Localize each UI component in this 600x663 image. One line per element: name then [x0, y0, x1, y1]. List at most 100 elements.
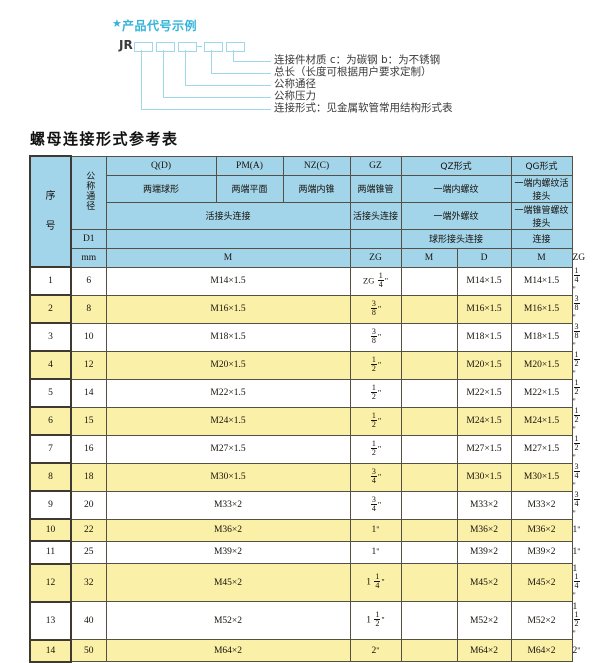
table-row: 11 25 M39×2 1" M39×2 M39×2 1"	[29, 540, 581, 565]
cell-dn: 20	[70, 490, 107, 520]
cell-seq: 4	[29, 350, 72, 380]
cell-m-qd-pm-nz: M22×1.5	[105, 378, 351, 408]
cell-seq: 8	[29, 462, 72, 492]
cell-gz-zg: 2"	[349, 639, 402, 663]
cell-seq: 2	[29, 294, 72, 324]
star-icon: ★	[112, 18, 122, 30]
header-sub-m-qz: M	[400, 247, 458, 268]
leader-v-1	[141, 50, 142, 110]
cell-seq: 9	[29, 490, 72, 520]
leader-h-1	[141, 109, 271, 110]
header-group-qd: Q(D)	[105, 155, 217, 176]
table-row: 6 15 M24×1.5 1 2 " M24×1.5 M24×1.5 1 2 "	[29, 406, 580, 436]
product-code-legend: ★ 产品代号示例 JR 连接件材质 c：为碳钢 b：为不锈钢 总长（长度可根据用…	[0, 0, 600, 128]
header-sub-d-qz: D	[456, 247, 512, 268]
cell-qz-d: M45×2	[456, 563, 512, 603]
header-qg-connect: 连接	[510, 228, 573, 249]
cell-qz-d: M39×2	[456, 540, 512, 565]
cell-qg-m: M27×1.5	[510, 434, 573, 464]
cell-m-qd-pm-nz: M52×2	[105, 601, 351, 641]
cell-seq: 14	[29, 638, 72, 663]
code-prefix: JR	[119, 38, 133, 52]
table-row: 10 22 M36×2 1" M36×2 M36×2 1"	[29, 517, 581, 543]
header-group-gz: GZ	[349, 155, 402, 176]
cell-qg-m: M18×1.5	[510, 322, 573, 352]
cell-dn: 8	[70, 294, 107, 324]
cell-dn: 6	[70, 266, 107, 296]
header-qg-thread: 一端锥管螺纹接头	[510, 201, 573, 230]
cell-m-qd-pm-nz: M33×2	[105, 490, 351, 520]
cell-qz-m	[400, 378, 458, 408]
header-seq: 序号	[29, 155, 72, 268]
leader-h-3	[185, 85, 271, 86]
cell-gz-zg: 1 1 4 "	[349, 563, 402, 603]
cell-m-qd-pm-nz: M14×1.5	[105, 266, 351, 296]
leader-v-3	[185, 50, 186, 86]
cell-qz-d: M64×2	[456, 639, 512, 663]
cell-dn: 14	[70, 378, 107, 408]
nut-connection-table: 序号 公称通径 Q(D) PM(A) NZ(C) GZ QZ形式 QG形式 两端…	[29, 155, 585, 663]
cell-m-qd-pm-nz: M20×1.5	[105, 350, 351, 380]
cell-gz-zg: 1"	[349, 518, 402, 542]
legend-annotation-4: 公称压力	[274, 90, 316, 102]
cell-dn: 25	[70, 540, 107, 565]
cell-gz-zg: 3 4 "	[349, 490, 402, 520]
cell-seq: 7	[29, 434, 72, 464]
leader-h-5	[233, 61, 271, 62]
table-row: 13 40 M52×2 1 1 2 " M52×2 M52×2 1 1 2 "	[29, 600, 580, 641]
legend-annotation-1: 连接件材质 c：为碳钢 b：为不锈钢	[274, 54, 441, 66]
cell-m-qd-pm-nz: M36×2	[105, 518, 351, 542]
header-group-qz: QZ形式	[400, 155, 512, 176]
cell-dn: 32	[70, 563, 107, 603]
header-dn-label: 公称通径	[84, 171, 95, 211]
cell-dn: 22	[70, 518, 107, 542]
header-nzc-desc: 两端内锥	[282, 174, 351, 203]
cell-gz-zg: 1 2 "	[349, 378, 402, 408]
cell-dn: 16	[70, 434, 107, 464]
cell-qz-m	[400, 266, 458, 296]
cell-qz-m	[400, 434, 458, 464]
leader-v-4	[211, 50, 212, 74]
cell-gz-zg: 1 2 "	[349, 350, 402, 380]
header-row-1: 序号 公称通径 Q(D) PM(A) NZ(C) GZ QZ形式 QG形式	[29, 155, 573, 268]
header-sub-zg-gz: ZG	[349, 247, 402, 268]
cell-qg-m: M22×1.5	[510, 378, 573, 408]
legend-annotation-2: 总长（长度可根据用户要求定制）	[274, 66, 432, 78]
header-row-3: 活接头连接 活接头连接 一端外螺纹 一端锥管螺纹接头	[30, 201, 573, 230]
cell-qg-m: M30×1.5	[510, 462, 573, 492]
table-row: 9 20 M33×2 3 4 " M33×2 M33×2 3 4 "	[29, 490, 580, 520]
code-box-5	[226, 42, 245, 52]
table-row: 3 10 M18×1.5 3 8 " M18×1.5 M18×1.5 3 8 "	[29, 322, 580, 352]
header-qz-desc: 一端内螺纹	[400, 174, 512, 203]
header-group-nzc: NZ(C)	[282, 155, 351, 176]
cell-gz-zg: 3 4 "	[349, 462, 402, 492]
legend-annotation-3: 公称通径	[274, 78, 316, 90]
legend-annotation-5: 连接形式：见金属软管常用结构形式表	[274, 102, 453, 114]
code-box-1	[134, 42, 153, 52]
table-row: 14 50 M64×2 2" M64×2 M64×2 2"	[29, 638, 581, 663]
header-union-joint-gz: 活接头连接	[349, 201, 402, 230]
cell-dn: 15	[70, 406, 107, 436]
cell-qg-m: M33×2	[510, 490, 573, 520]
cell-qz-d: M36×2	[456, 518, 512, 542]
cell-qz-d: M27×1.5	[456, 434, 512, 464]
table-row: 5 14 M22×1.5 1 2 " M22×1.5 M22×1.5 1 2 "	[29, 378, 580, 408]
code-box-3	[178, 42, 197, 52]
cell-qz-d: M16×1.5	[456, 294, 512, 324]
cell-qg-m: M36×2	[510, 518, 573, 542]
table-row: 12 32 M45×2 1 1 4 " M45×2 M45×2 1 1 4 "	[29, 562, 580, 603]
code-box-4	[204, 42, 223, 52]
header-dn-unit: mm	[70, 247, 107, 268]
table-row: 2 8 M16×1.5 3 8 " M16×1.5 M16×1.5 3 8 "	[29, 294, 580, 324]
cell-qz-m	[400, 350, 458, 380]
cell-gz-zg: ZG 1 4 "	[349, 266, 402, 296]
cell-m-qd-pm-nz: M18×1.5	[105, 322, 351, 352]
cell-qg-m: M45×2	[510, 563, 573, 603]
cell-qz-d: M14×1.5	[456, 266, 512, 296]
header-sub-m-qg: M	[510, 247, 573, 268]
cell-gz-zg: 3 8 "	[349, 294, 402, 324]
cell-seq: 12	[29, 562, 72, 603]
legend-title: 产品代号示例	[122, 19, 198, 33]
leader-h-4	[211, 73, 271, 74]
cell-qz-m	[400, 406, 458, 436]
